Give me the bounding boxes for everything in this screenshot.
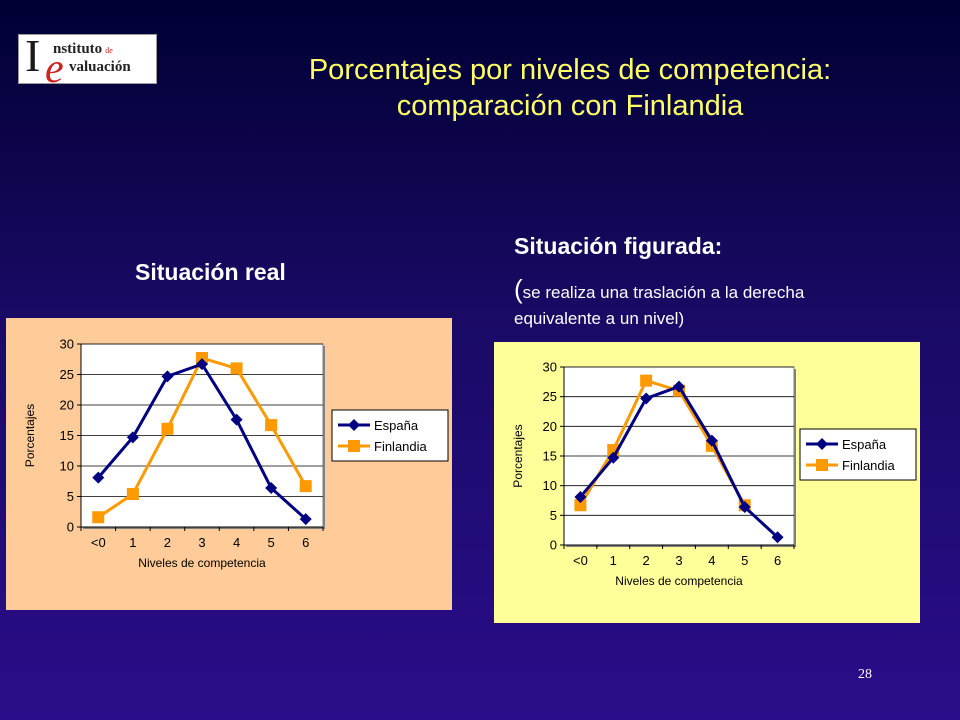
logo-line1-text: nstituto bbox=[53, 41, 103, 57]
x-tick-label: <0 bbox=[573, 553, 588, 568]
x-axis-label: Niveles de competencia bbox=[615, 574, 743, 588]
y-tick-label: 25 bbox=[543, 389, 557, 404]
y-tick-label: 20 bbox=[543, 419, 557, 434]
x-tick-label: 5 bbox=[268, 535, 275, 550]
legend-marker-finlandia bbox=[816, 459, 828, 471]
y-tick-label: 10 bbox=[543, 478, 557, 493]
x-tick-label: 1 bbox=[610, 553, 617, 568]
data-point-espana bbox=[607, 451, 620, 464]
logo-line2: valuación bbox=[69, 59, 131, 75]
y-axis-label: Porcentajes bbox=[23, 404, 37, 467]
note-open-paren: ( bbox=[514, 274, 523, 304]
slide-title-line1: Porcentajes por niveles de competencia: bbox=[308, 54, 832, 86]
data-point-finlandia bbox=[196, 352, 208, 365]
logo-line1-small: de bbox=[105, 46, 113, 55]
logo-initial-i: I bbox=[25, 30, 41, 81]
page-number: 28 bbox=[858, 667, 872, 682]
legend-box bbox=[799, 428, 917, 481]
x-tick-label: 3 bbox=[675, 553, 682, 568]
chart-svg: 0 5 10 15 20 25 30 <0 1 2 3 4 5 6 Niveles de competenc… bbox=[6, 318, 452, 610]
data-point-finlandia bbox=[574, 499, 587, 512]
data-point-espana bbox=[673, 380, 685, 393]
data-point-espana bbox=[640, 392, 653, 405]
legend-label: España bbox=[842, 437, 887, 452]
x-tick-label: 5 bbox=[741, 553, 748, 568]
data-point-finlandia bbox=[640, 374, 653, 387]
chart-situacion-real: 0 5 10 15 20 25 30 <0 1 2 3 4 5 6 Niveles de competenc… bbox=[6, 318, 452, 610]
y-tick-label: 10 bbox=[60, 459, 74, 474]
legend-label: España bbox=[374, 418, 419, 433]
data-point-finlandia bbox=[299, 480, 312, 493]
chart-svg: 0 5 10 15 20 25 30 <0 1 2 3 4 5 6 Niveles de competenc… bbox=[494, 342, 920, 623]
x-axis-label: Niveles de competencia bbox=[138, 556, 266, 570]
y-tick-label: 25 bbox=[60, 367, 74, 382]
y-tick-label: 5 bbox=[67, 489, 74, 504]
y-tick-label: 15 bbox=[543, 449, 557, 464]
logo-line1: nstituto de bbox=[53, 41, 113, 58]
legend-label: Finlandia bbox=[842, 458, 896, 473]
data-point-espana bbox=[196, 358, 208, 371]
data-point-espana bbox=[126, 431, 139, 444]
legend-marker-espana bbox=[816, 438, 828, 450]
data-point-finlandia bbox=[126, 488, 139, 501]
data-point-espana bbox=[705, 434, 718, 447]
data-point-finlandia bbox=[92, 511, 105, 524]
data-point-espana bbox=[574, 490, 587, 503]
x-tick-label: 6 bbox=[774, 553, 781, 568]
x-tick-label: 2 bbox=[643, 553, 650, 568]
legend-label: Finlandia bbox=[374, 439, 428, 454]
legend-box bbox=[331, 409, 449, 462]
x-tick-label: <0 bbox=[91, 535, 106, 550]
data-point-espana bbox=[738, 501, 751, 514]
data-point-espana bbox=[230, 413, 243, 426]
series-line-finlandia bbox=[579, 379, 747, 507]
x-tick-label: 2 bbox=[164, 535, 171, 550]
legend-marker-finlandia bbox=[348, 440, 360, 452]
left-heading: Situación real bbox=[135, 259, 286, 285]
data-point-espana bbox=[161, 370, 174, 383]
logo: I e nstituto de valuación bbox=[18, 30, 157, 92]
chart-situacion-figurada: 0 5 10 15 20 25 30 <0 1 2 3 4 5 6 Niveles de competenc… bbox=[494, 342, 920, 623]
legend-marker-espana bbox=[348, 419, 360, 431]
x-tick-label: 3 bbox=[198, 535, 205, 550]
y-tick-label: 30 bbox=[60, 337, 74, 352]
y-tick-label: 15 bbox=[60, 428, 74, 443]
y-tick-label: 0 bbox=[550, 538, 557, 553]
data-point-espana bbox=[265, 481, 278, 494]
logo-initial-e: e bbox=[45, 46, 64, 92]
y-tick-label: 30 bbox=[543, 360, 557, 375]
right-note-text: se realiza una traslación a la derecha e… bbox=[514, 283, 805, 328]
x-tick-label: 4 bbox=[233, 535, 240, 550]
data-point-finlandia bbox=[265, 419, 278, 432]
x-tick-label: 6 bbox=[302, 535, 309, 550]
y-axis-label: Porcentajes bbox=[511, 424, 525, 487]
data-point-espana bbox=[299, 513, 312, 526]
x-tick-label: 4 bbox=[708, 553, 715, 568]
y-tick-label: 5 bbox=[550, 508, 557, 523]
data-point-espana bbox=[92, 471, 105, 484]
data-point-espana bbox=[771, 531, 784, 544]
slide-title-line2: comparación con Finlandia bbox=[396, 90, 744, 122]
right-note: (se realiza una traslación a la derecha … bbox=[514, 276, 874, 332]
data-point-finlandia bbox=[161, 422, 174, 435]
right-heading: Situación figurada: bbox=[514, 233, 723, 259]
data-point-finlandia bbox=[230, 362, 243, 375]
y-tick-label: 0 bbox=[67, 520, 74, 535]
slide-title: Porcentajes por niveles de competencia: … bbox=[200, 52, 940, 124]
y-tick-label: 20 bbox=[60, 398, 74, 413]
x-tick-label: 1 bbox=[129, 535, 136, 550]
